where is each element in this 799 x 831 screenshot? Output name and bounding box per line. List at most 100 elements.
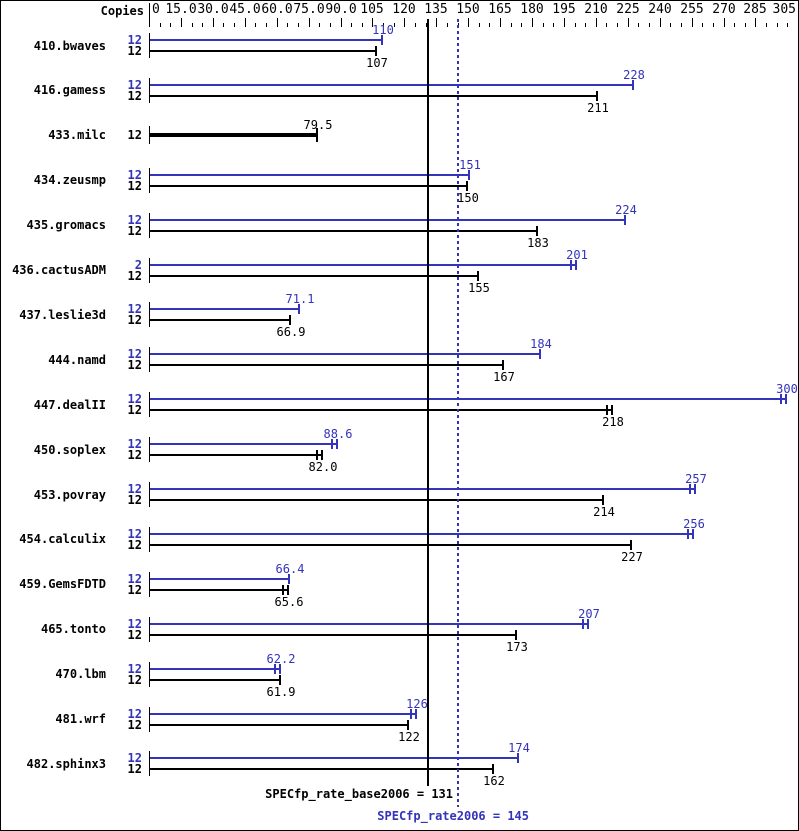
- axis-major-tick: [596, 18, 597, 27]
- benchmark-label: 444.namd: [48, 352, 106, 367]
- peak-bar: [150, 263, 577, 266]
- peak-copies-label: 12: [127, 616, 142, 631]
- base-value-label: 122: [398, 729, 420, 744]
- peak-bar: [150, 757, 519, 760]
- axis-minor-tick: [330, 23, 331, 27]
- axis-tick-label: 165: [488, 2, 512, 17]
- peak-value-label: 66.4: [275, 561, 305, 576]
- axis-tick-label: 15.0: [165, 2, 197, 17]
- bar-end-tick: [410, 708, 412, 719]
- bar-end-tick: [282, 584, 284, 595]
- axis-tick-label: 225: [616, 2, 640, 17]
- axis-minor-tick: [170, 23, 171, 27]
- benchmark-label: 433.milc: [48, 128, 106, 143]
- base-copies-label: 12: [127, 493, 142, 507]
- benchmark-label: 470.lbm: [55, 667, 106, 682]
- benchmark-label: 453.povray: [33, 487, 106, 502]
- bar-end-tick: [415, 708, 417, 719]
- peak-copies-label: 12: [127, 302, 142, 317]
- bar-end-tick: [780, 394, 782, 405]
- axis-major-tick: [660, 18, 661, 27]
- bar-end-tick: [536, 225, 538, 236]
- bar-end-tick: [381, 35, 383, 45]
- base-value-label: 227: [621, 549, 643, 564]
- axis-minor-tick: [479, 23, 480, 27]
- axis-major-tick: [404, 18, 405, 27]
- base-value-label: 214: [593, 505, 615, 519]
- bar-end-tick: [596, 90, 598, 101]
- bar-end-tick: [407, 719, 409, 730]
- base-bar: [150, 768, 494, 771]
- peak-value-label: 88.6: [323, 427, 353, 442]
- bar-end-tick: [517, 753, 519, 764]
- axis-major-tick: [755, 18, 756, 27]
- bar-end-tick: [602, 495, 604, 505]
- peak-bar: [150, 398, 787, 401]
- base-copies-label: 12: [127, 672, 142, 687]
- axis-tick-label: 240: [648, 2, 672, 17]
- axis-minor-tick: [585, 23, 586, 27]
- axis-tick-label: 105: [360, 2, 384, 17]
- peak-bar: [150, 622, 589, 625]
- base-copies-label: 12: [127, 717, 142, 732]
- base-value-label: 150: [457, 190, 479, 205]
- peak-copies-label: 12: [127, 392, 142, 407]
- bar-end-tick: [632, 79, 634, 90]
- peak-bar: [150, 39, 383, 41]
- bar-end-tick: [587, 618, 589, 629]
- axis-minor-tick: [670, 23, 671, 27]
- peak-copies-label: 12: [127, 482, 142, 496]
- peak-value-label: 71.1: [285, 292, 315, 307]
- peak-copies-label: 12: [127, 212, 142, 227]
- axis-minor-tick: [266, 23, 267, 27]
- axis-tick-label: 90.0: [325, 2, 357, 17]
- axis-minor-tick: [606, 23, 607, 27]
- axis-tick-label: 150: [456, 2, 480, 17]
- peak-value-label: 126: [406, 696, 428, 711]
- peak-bar: [150, 488, 696, 490]
- peak-copies-label: 12: [127, 77, 142, 92]
- axis-minor-tick: [553, 23, 554, 27]
- base-bar: [150, 229, 538, 232]
- y-axis-segment: [149, 167, 150, 193]
- base-copies-label: 12: [127, 448, 142, 463]
- base-value-label: 65.6: [274, 594, 304, 609]
- bar-end-tick: [321, 450, 323, 461]
- axis-minor-tick: [489, 23, 490, 27]
- base-bar: [150, 633, 517, 636]
- base-copies-label: 12: [127, 268, 142, 283]
- axis-minor-tick: [415, 23, 416, 27]
- bar-end-tick: [466, 180, 468, 191]
- peak-bar: [150, 308, 300, 311]
- axis-tick-label: 285: [743, 2, 767, 17]
- bar-end-tick: [575, 259, 577, 270]
- axis-tick-label: 30.0: [197, 2, 229, 17]
- base-value-label: 211: [587, 100, 609, 115]
- axis-tick-label: 255: [680, 2, 704, 17]
- benchmark-label: 459.GemsFDTD: [19, 577, 106, 592]
- bar-end-tick: [274, 663, 276, 674]
- y-axis-segment: [149, 77, 150, 103]
- axis-minor-tick: [202, 23, 203, 27]
- axis-tick-label: 0: [152, 2, 160, 17]
- axis-tick-label: 60.0: [261, 2, 293, 17]
- benchmark-label: 436.cactusADM: [12, 263, 106, 277]
- peak-copies-label: 12: [127, 751, 142, 766]
- y-axis-segment: [149, 571, 150, 597]
- benchmark-label: 481.wrf: [55, 712, 106, 726]
- benchmark-label: 435.gromacs: [26, 218, 106, 233]
- axis-tick-label: 195: [552, 2, 576, 17]
- axis-tick-label: 75.0: [293, 2, 325, 17]
- base-copies-label: 12: [127, 223, 142, 238]
- axis-minor-tick: [521, 23, 522, 27]
- y-axis-segment: [149, 302, 150, 328]
- base-value-label: 107: [366, 56, 388, 70]
- y-axis-segment: [149, 33, 150, 58]
- base-copies-label: 12: [127, 313, 142, 328]
- peak-copies-label: 2: [134, 257, 142, 272]
- y-axis-segment: [149, 392, 150, 418]
- axis-minor-tick: [351, 23, 352, 27]
- axis-tick-label: 180: [520, 2, 544, 17]
- peak-copies-label: 12: [127, 571, 142, 586]
- bar-end-tick: [630, 539, 632, 550]
